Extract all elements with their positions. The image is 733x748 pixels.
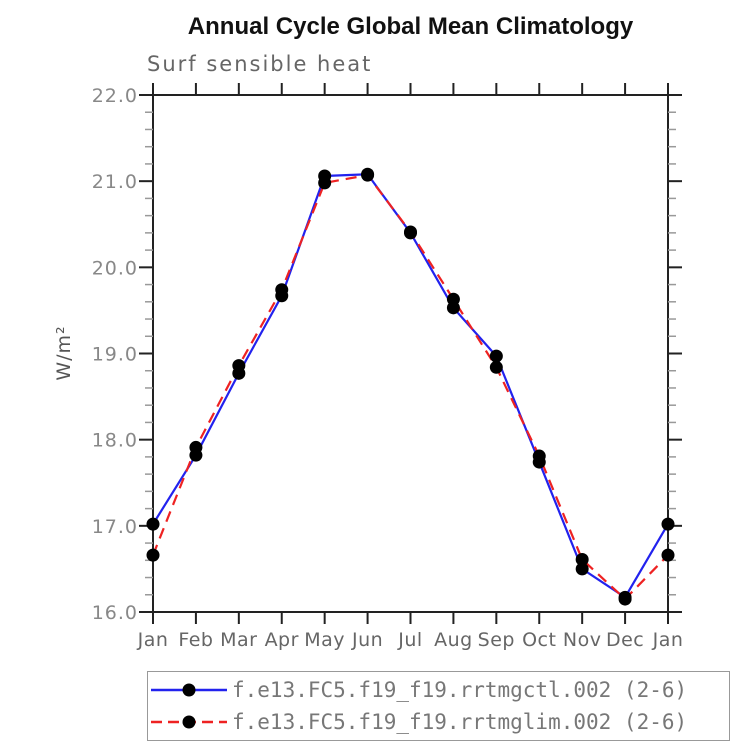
x-tick-label: Mar — [220, 629, 257, 651]
x-tick-label: Jul — [397, 629, 422, 651]
data-point — [146, 548, 160, 562]
data-point — [189, 440, 203, 454]
y-tick-label: 19.0 — [92, 344, 138, 366]
y-tick-label: 16.0 — [92, 602, 138, 624]
legend-label-lim: f.e13.FC5.f19_f19.rrtmglim.002 (2-6) — [232, 709, 688, 734]
chart-subtitle: Surf sensible heat — [147, 52, 373, 76]
data-point — [661, 548, 675, 562]
x-tick-label: Apr — [265, 629, 299, 651]
data-point — [232, 359, 246, 373]
y-axis-ticks: 16.0 17.0 18.0 19.0 20.0 21.0 22.0 — [92, 85, 682, 624]
data-point — [532, 449, 546, 463]
legend-label-ctl: f.e13.FC5.f19_f19.rrtmgctl.002 (2-6) — [232, 677, 688, 702]
x-tick-label: Sep — [478, 629, 515, 651]
data-point — [361, 168, 375, 182]
x-tick-label: Jan — [652, 629, 684, 651]
legend-marker-dot — [182, 715, 196, 729]
y-tick-label: 22.0 — [92, 85, 138, 107]
legend-marker-dot — [182, 683, 196, 697]
x-tick-label: Aug — [434, 629, 473, 651]
plot-frame — [152, 94, 669, 613]
data-point — [146, 517, 160, 531]
y-tick-label: 18.0 — [92, 430, 138, 452]
legend-item-lim: f.e13.FC5.f19_f19.rrtmglim.002 (2-6) — [151, 707, 729, 737]
legend: f.e13.FC5.f19_f19.rrtmgctl.002 (2-6) f.e… — [147, 671, 730, 741]
plot-area: Jan Feb Mar Apr May Jun Jul Aug Sep Oct Nov Dec Jan 1… — [92, 83, 684, 651]
x-tick-label: Dec — [606, 629, 644, 651]
x-tick-label: Oct — [522, 629, 556, 651]
data-point — [489, 349, 503, 363]
legend-line-sample-solid — [151, 683, 227, 697]
data-point — [404, 225, 417, 239]
y-tick-label: 20.0 — [92, 257, 138, 279]
data-point — [661, 517, 675, 531]
legend-item-ctl: f.e13.FC5.f19_f19.rrtmgctl.002 (2-6) — [151, 675, 729, 705]
x-tick-label: Feb — [178, 629, 213, 651]
chart-title: Annual Cycle Global Mean Climatology — [187, 13, 634, 40]
data-point — [318, 176, 332, 190]
data-point — [575, 552, 589, 566]
y-tick-label: 17.0 — [92, 516, 138, 538]
data-point-markers — [146, 167, 675, 606]
x-tick-label: May — [304, 629, 345, 651]
data-point — [575, 562, 589, 576]
x-tick-label: Jun — [351, 629, 383, 651]
x-axis-ticks: Jan Feb Mar Apr May Jun Jul Aug Sep Oct Nov Dec Jan — [137, 83, 684, 651]
data-point — [489, 360, 503, 374]
y-tick-label: 21.0 — [92, 171, 138, 193]
data-point — [446, 292, 460, 306]
x-tick-label: Nov — [563, 629, 602, 651]
data-point — [275, 283, 289, 297]
legend-line-sample-dashed — [151, 715, 227, 729]
data-point — [618, 592, 632, 606]
x-tick-label: Jan — [137, 629, 169, 651]
